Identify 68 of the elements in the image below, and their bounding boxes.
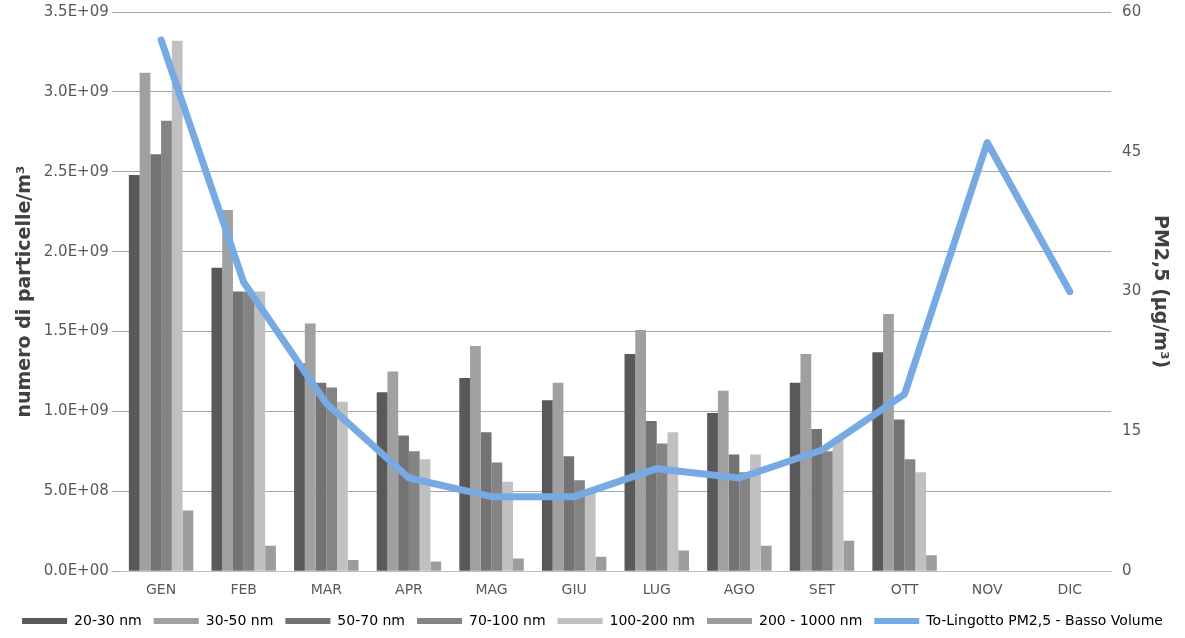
bar	[872, 352, 884, 571]
y2-tick-label: 30	[1122, 281, 1142, 300]
bar	[707, 413, 718, 571]
legend-label: 30-50 nm	[205, 611, 274, 628]
bar	[926, 555, 937, 571]
bar	[821, 451, 833, 571]
x-tick-label: APR	[395, 581, 424, 598]
x-tick-label: DIC	[1057, 581, 1083, 598]
bar	[893, 419, 905, 571]
y2-tick-label: 0	[1122, 561, 1132, 580]
x-tick-label: OTT	[890, 581, 919, 598]
legend-label: 20-30 nm	[74, 611, 142, 628]
bar	[294, 363, 305, 571]
bar	[624, 353, 636, 571]
bar	[513, 558, 524, 571]
x-tick-label: SET	[808, 581, 836, 598]
y-axis-title: numero di particelle/m³	[12, 165, 35, 418]
bar	[811, 429, 822, 571]
bar	[326, 387, 338, 571]
bar	[408, 451, 420, 571]
x-tick-label: GIU	[561, 581, 587, 598]
bar	[595, 556, 607, 571]
bar	[211, 267, 223, 571]
y-tick-label: 1.0E+09	[43, 401, 109, 420]
legend-label: 100-200 nm	[609, 611, 696, 628]
bar	[232, 291, 244, 571]
x-tick-label: AGO	[723, 581, 755, 598]
bar	[265, 545, 276, 571]
y2-tick-label: 60	[1122, 1, 1142, 20]
bar	[398, 435, 409, 571]
legend-label: To-Lingotto PM2,5 - Basso Volume	[925, 611, 1163, 628]
legend-label: 200 - 1000 nm	[759, 611, 863, 628]
y-tick-label: 1.5E+09	[43, 321, 109, 340]
bar	[678, 550, 689, 571]
x-tick-label: NOV	[971, 581, 1004, 598]
bar	[430, 561, 442, 571]
y-tick-label: 2.0E+09	[43, 241, 109, 260]
bar	[843, 540, 855, 571]
y-tick-label: 3.0E+09	[43, 81, 109, 100]
legend-label: 50-70 nm	[337, 611, 406, 628]
y-tick-label: 0.0E+00	[43, 561, 109, 580]
y-tick-label: 3.5E+09	[43, 1, 109, 20]
bar	[150, 154, 162, 571]
bar	[128, 174, 140, 571]
x-tick-label: FEB	[230, 581, 257, 598]
bar	[182, 510, 194, 571]
bar	[161, 120, 172, 571]
x-tick-label: LUG	[642, 581, 671, 598]
x-tick-label: MAR	[310, 581, 343, 598]
legend-label: 70-100 nm	[469, 611, 546, 628]
bar	[739, 472, 751, 571]
x-tick-label: GEN	[146, 581, 177, 598]
bar	[459, 377, 471, 571]
bar	[904, 459, 916, 571]
bar	[760, 545, 772, 571]
bar	[347, 560, 359, 571]
bar	[541, 400, 553, 571]
bar	[646, 421, 657, 571]
y2-tick-label: 45	[1122, 141, 1142, 160]
y2-tick-label: 15	[1122, 421, 1142, 440]
bar	[243, 291, 255, 571]
bar	[563, 456, 575, 571]
y-tick-label: 5.0E+08	[43, 481, 109, 500]
bar	[574, 480, 585, 571]
bar	[480, 432, 492, 571]
x-tick-label: MAG	[475, 581, 508, 598]
y-tick-label: 2.5E+09	[43, 161, 109, 180]
y2-axis-title: PM2,5 (µg/m³)	[1150, 215, 1173, 369]
